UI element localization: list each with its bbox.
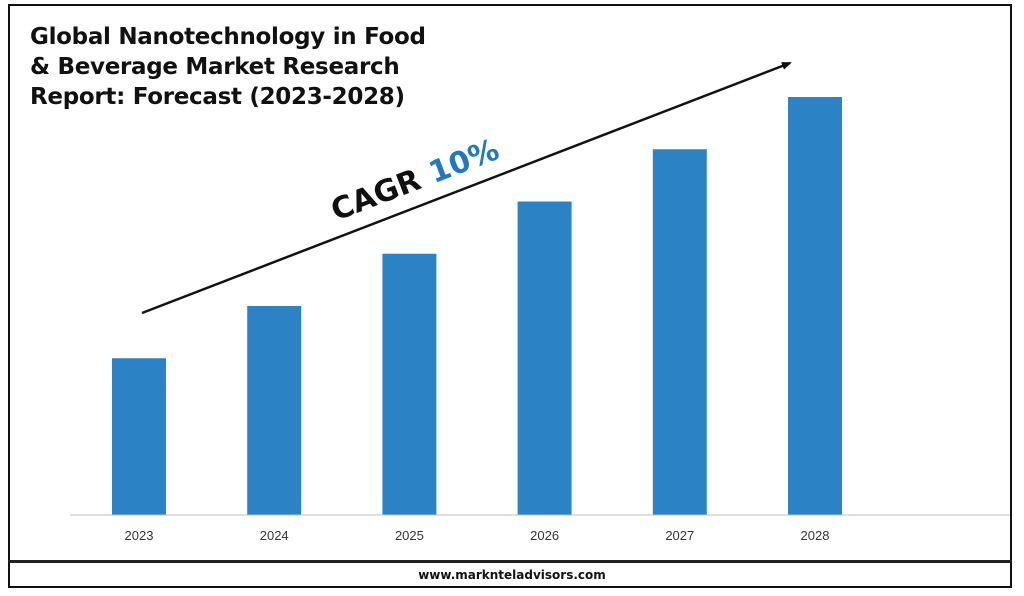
website-url: www.marknteladvisors.com	[418, 568, 606, 582]
bar-2026	[517, 201, 572, 515]
cagr-annotation: CAGR10%	[326, 132, 504, 228]
x-tick-labels: 2023 2024 2025 2026 2027 2028	[125, 528, 830, 543]
title-line-1: Global Nanotechnology in Food	[30, 24, 426, 50]
chart-title: Global Nanotechnology in Food & Beverage…	[30, 22, 426, 112]
x-tick-label: 2025	[395, 528, 424, 543]
cagr-value: 10%	[424, 132, 504, 190]
x-tick-label: 2028	[801, 528, 830, 543]
bar-2027	[652, 149, 707, 515]
trend-arrow	[141, 61, 792, 315]
bar-2023	[112, 358, 166, 515]
bar-2028	[788, 97, 842, 515]
cagr-label: CAGR	[326, 162, 425, 228]
outer-frame	[8, 4, 1012, 588]
footer-divider	[8, 560, 1012, 563]
bar-2025	[382, 253, 437, 515]
x-tick-label: 2023	[125, 528, 154, 543]
bar-chart: 2023 2024 2025 2026 2027 2028 CAGR10%	[70, 61, 1010, 543]
title-line-2: & Beverage Market Research	[30, 54, 400, 80]
bars-group	[112, 97, 842, 515]
title-line-3: Report: Forecast (2023-2028)	[30, 84, 405, 110]
x-tick-label: 2026	[530, 528, 559, 543]
bar-2024	[247, 306, 302, 515]
x-tick-label: 2024	[260, 528, 289, 543]
x-tick-label: 2027	[665, 528, 694, 543]
